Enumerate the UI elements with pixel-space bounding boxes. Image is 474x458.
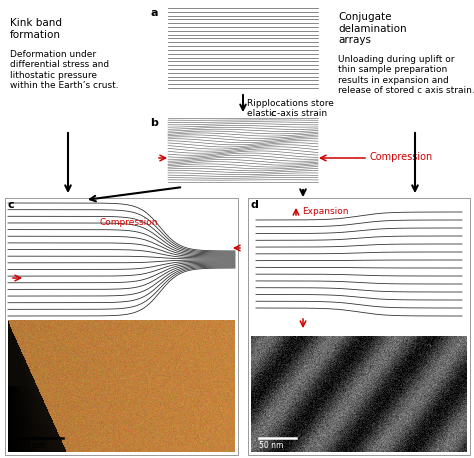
Text: Kink band
formation: Kink band formation — [10, 18, 62, 39]
Bar — [5, 198, 238, 455]
Text: Conjugate
delamination
arrays: Conjugate delamination arrays — [338, 12, 407, 45]
Text: c: c — [271, 109, 276, 118]
Text: elastic: elastic — [247, 109, 280, 118]
Text: a: a — [151, 8, 158, 18]
Text: Deformation under
differential stress and
lithostatic pressure
within the Earth’: Deformation under differential stress an… — [10, 50, 118, 90]
Text: 100 μm: 100 μm — [16, 441, 45, 450]
Text: Compression: Compression — [370, 152, 433, 162]
Text: Compression: Compression — [100, 218, 158, 227]
Text: c: c — [8, 200, 15, 210]
Bar — [248, 198, 470, 455]
Text: -axis strain: -axis strain — [277, 109, 327, 118]
Text: Expansion: Expansion — [302, 207, 348, 216]
Text: d: d — [251, 200, 259, 210]
Text: Ripplocations store: Ripplocations store — [247, 99, 334, 109]
Text: b: b — [150, 118, 158, 128]
Text: 50 nm: 50 nm — [259, 441, 283, 450]
Text: Unloading during uplift or
thin sample preparation
results in expansion and
rele: Unloading during uplift or thin sample p… — [338, 55, 474, 95]
